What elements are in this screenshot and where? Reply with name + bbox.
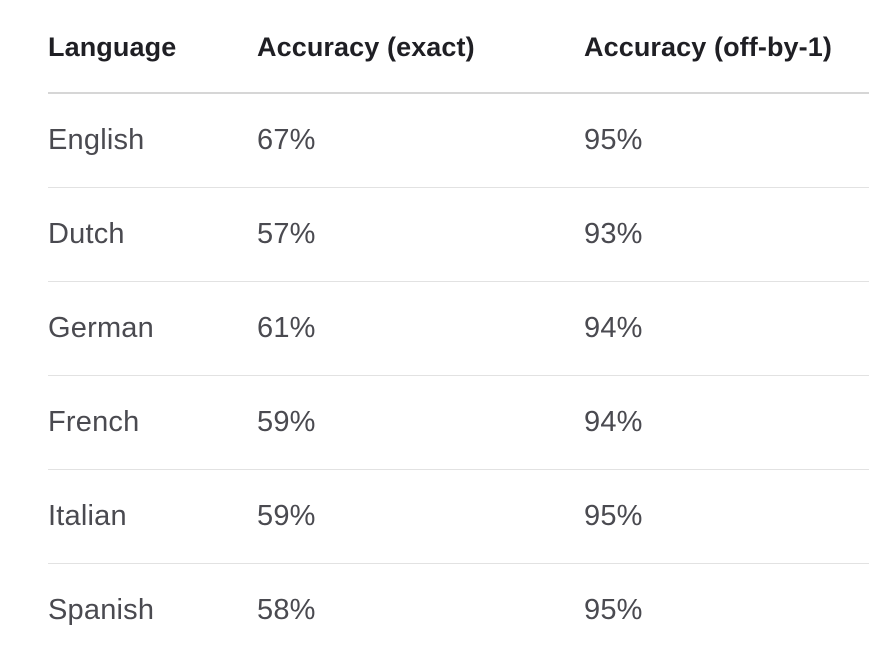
accuracy-table: Language Accuracy (exact) Accuracy (off-… [48, 0, 869, 657]
language-cell: Dutch [48, 188, 257, 282]
accuracy-exact-cell: 58% [257, 564, 584, 657]
language-cell: German [48, 282, 257, 376]
table-row: Dutch 57% 93% [48, 188, 869, 282]
column-header-accuracy-exact: Accuracy (exact) [257, 0, 584, 93]
results-table-container: Language Accuracy (exact) Accuracy (off-… [48, 0, 869, 657]
accuracy-off-by-1-cell: 93% [584, 188, 869, 282]
language-cell: French [48, 376, 257, 470]
language-cell: Spanish [48, 564, 257, 657]
table-row: Spanish 58% 95% [48, 564, 869, 657]
column-header-language: Language [48, 0, 257, 93]
table-body: English 67% 95% Dutch 57% 93% German 61%… [48, 93, 869, 657]
accuracy-off-by-1-cell: 94% [584, 376, 869, 470]
accuracy-exact-cell: 67% [257, 93, 584, 188]
accuracy-off-by-1-cell: 94% [584, 282, 869, 376]
language-cell: Italian [48, 470, 257, 564]
table-row: Italian 59% 95% [48, 470, 869, 564]
table-row: French 59% 94% [48, 376, 869, 470]
accuracy-off-by-1-cell: 95% [584, 470, 869, 564]
header-row: Language Accuracy (exact) Accuracy (off-… [48, 0, 869, 93]
accuracy-exact-cell: 59% [257, 376, 584, 470]
table-header: Language Accuracy (exact) Accuracy (off-… [48, 0, 869, 93]
accuracy-exact-cell: 59% [257, 470, 584, 564]
language-cell: English [48, 93, 257, 188]
table-row: English 67% 95% [48, 93, 869, 188]
accuracy-exact-cell: 57% [257, 188, 584, 282]
accuracy-off-by-1-cell: 95% [584, 564, 869, 657]
column-header-accuracy-off-by-1: Accuracy (off-by-1) [584, 0, 869, 93]
accuracy-off-by-1-cell: 95% [584, 93, 869, 188]
table-row: German 61% 94% [48, 282, 869, 376]
accuracy-exact-cell: 61% [257, 282, 584, 376]
